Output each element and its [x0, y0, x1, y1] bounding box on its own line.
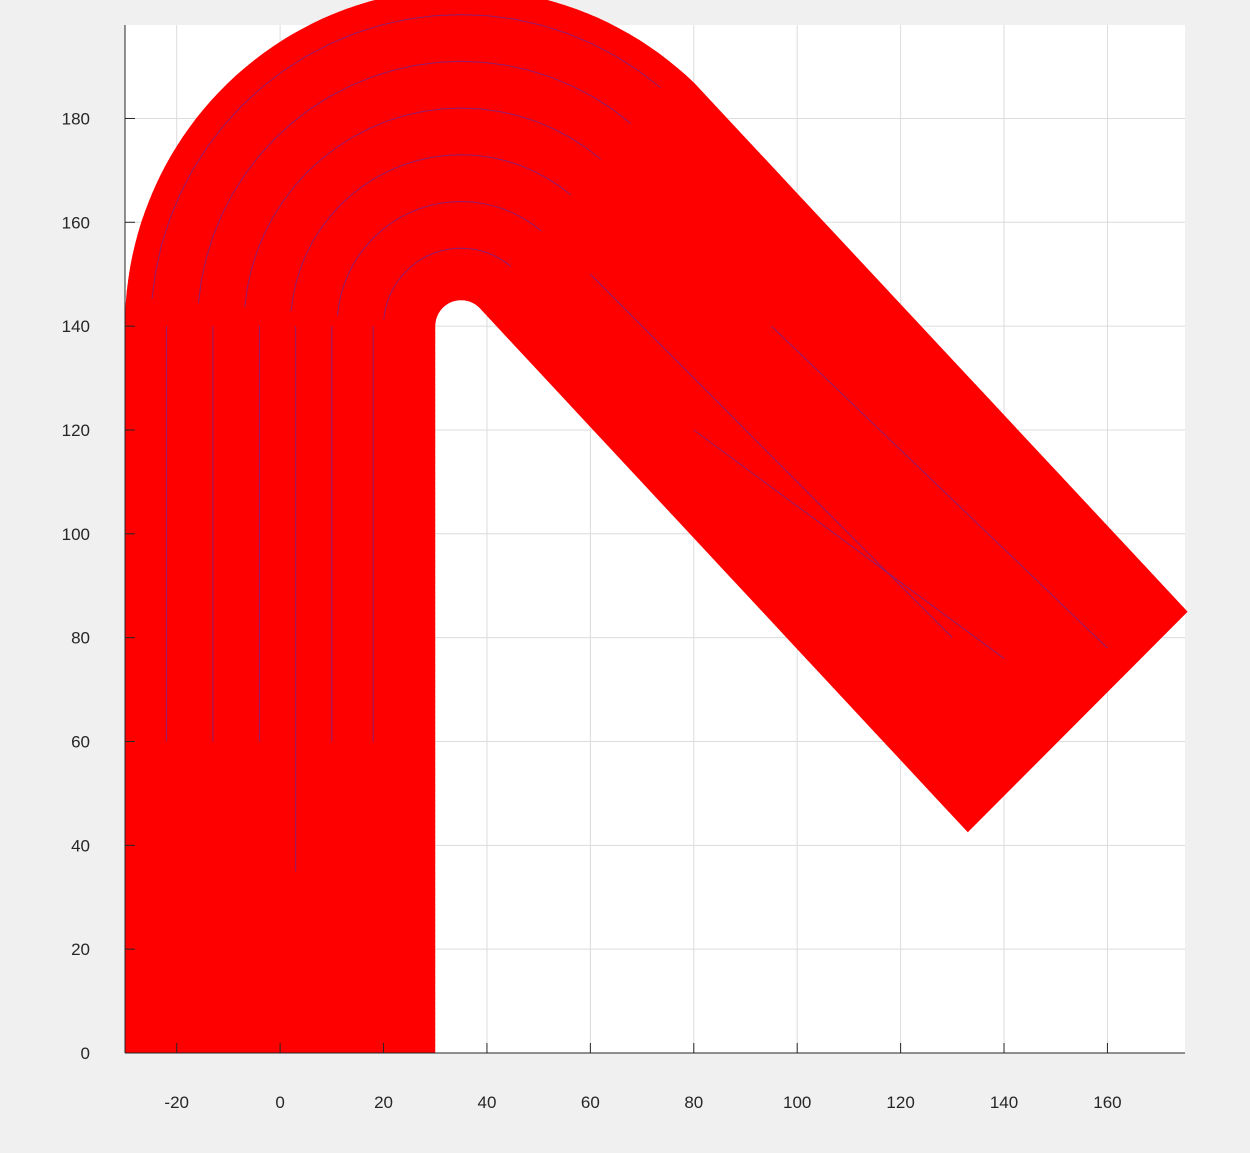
diagonal-streak	[770, 325, 1108, 649]
x-tick-label: 80	[684, 1093, 703, 1112]
x-tick-label: 160	[1093, 1093, 1121, 1112]
x-tick-label: 120	[886, 1093, 914, 1112]
arc-streak	[151, 14, 661, 300]
axes	[124, 25, 1185, 1054]
diagonal-streak	[693, 429, 1005, 659]
point-cloud-markers	[125, 0, 1188, 1053]
x-tick-label: 20	[374, 1093, 393, 1112]
y-tick-label: 60	[71, 732, 90, 751]
x-tick-label: -20	[164, 1093, 189, 1112]
x-tick-label: 60	[581, 1093, 600, 1112]
y-tick-label: 120	[62, 421, 90, 440]
arc-streak	[383, 247, 512, 320]
y-tick-label: 140	[62, 317, 90, 336]
x-tick-label: 40	[477, 1093, 496, 1112]
diagonal-streak	[590, 273, 953, 638]
y-tick-label: 20	[71, 940, 90, 959]
point-cloud	[125, 0, 1188, 1053]
x-tick-label: 0	[275, 1093, 284, 1112]
x-tick-label: 100	[783, 1093, 811, 1112]
y-tick-labels: 0 20 40 60 80 100 120 140 160 180	[62, 109, 135, 1063]
arc-streak	[290, 154, 572, 312]
x-tick-labels: -20 0 20 40 60 80 100 120 140 160	[164, 1043, 1122, 1112]
arc-streak	[197, 60, 631, 304]
x-tick-label: 140	[990, 1093, 1018, 1112]
arc-streak	[337, 200, 542, 316]
y-tick-label: 0	[81, 1044, 90, 1063]
inner-point-streaks	[151, 14, 1108, 872]
arc-streak	[244, 107, 602, 308]
y-tick-label: 80	[71, 629, 90, 648]
y-tick-label: 180	[62, 109, 90, 128]
y-tick-label: 100	[62, 525, 90, 544]
y-tick-label: 40	[71, 836, 90, 855]
y-tick-label: 160	[62, 213, 90, 232]
